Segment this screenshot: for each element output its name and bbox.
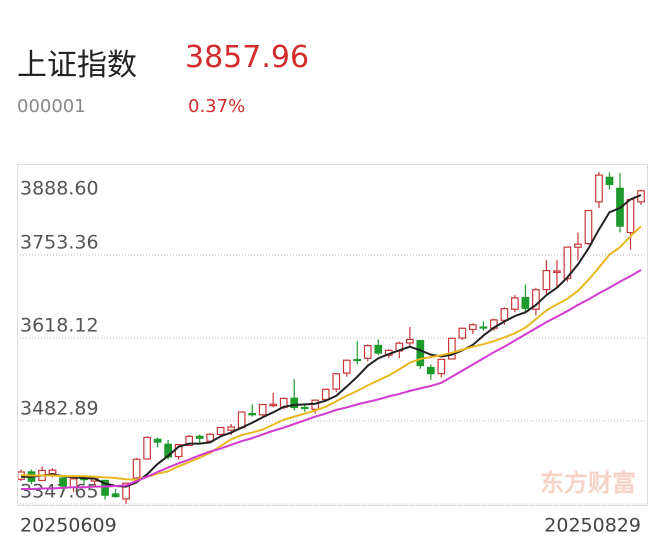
candle-body bbox=[437, 358, 446, 375]
candle-body bbox=[59, 477, 67, 487]
candle-body bbox=[153, 438, 162, 443]
candle-body bbox=[206, 433, 215, 442]
y-tick-label: 3618.12 bbox=[20, 315, 99, 337]
candle-body bbox=[363, 345, 372, 359]
x-tick-label: 20250829 bbox=[544, 515, 641, 537]
candle-body bbox=[447, 337, 456, 360]
candle-body bbox=[258, 403, 267, 416]
candle-body bbox=[574, 243, 582, 248]
candle-body bbox=[500, 308, 509, 321]
candle-body bbox=[122, 482, 130, 500]
candle-body bbox=[605, 176, 614, 185]
index-name: 上证指数 bbox=[17, 48, 137, 83]
index-price: 3857.96 bbox=[185, 40, 310, 75]
candle-body bbox=[584, 209, 593, 245]
candle-body bbox=[227, 426, 236, 431]
candle-body bbox=[479, 326, 488, 329]
y-tick-label: 3888.60 bbox=[20, 178, 99, 200]
candle-body bbox=[290, 397, 299, 409]
candle-body bbox=[332, 373, 341, 390]
watermark: 东方财富 bbox=[540, 469, 636, 497]
candle-body bbox=[426, 366, 435, 375]
ma-line bbox=[20, 225, 642, 481]
candle-body bbox=[521, 296, 530, 309]
candle-body bbox=[416, 339, 425, 367]
x-tick-label: 20250609 bbox=[20, 515, 117, 537]
index-change: 0.37% bbox=[188, 96, 246, 117]
ma-line bbox=[21, 269, 642, 491]
y-tick-label: 3753.36 bbox=[20, 232, 99, 254]
candle-body bbox=[374, 344, 383, 354]
chart-frame bbox=[17, 164, 648, 506]
candle-body bbox=[532, 289, 540, 310]
candle-body bbox=[542, 269, 551, 291]
candle-body bbox=[353, 358, 362, 362]
candle-body bbox=[101, 479, 109, 496]
candle-body bbox=[405, 338, 414, 344]
candle-body bbox=[321, 388, 330, 401]
candle-body bbox=[216, 426, 225, 436]
candle-body bbox=[342, 359, 351, 374]
ma-line bbox=[21, 194, 642, 488]
candle-body bbox=[469, 324, 477, 331]
candle-body bbox=[269, 403, 278, 407]
candle-body bbox=[111, 493, 120, 498]
candle-body bbox=[143, 436, 151, 460]
candle-body bbox=[195, 435, 204, 439]
candle-body bbox=[185, 435, 193, 447]
candle-body bbox=[132, 458, 141, 479]
y-tick-label: 3482.89 bbox=[20, 397, 99, 419]
candle-body bbox=[300, 406, 309, 410]
index-code: 000001 bbox=[17, 96, 86, 117]
candle-body bbox=[511, 297, 519, 310]
candle-body bbox=[553, 270, 561, 274]
y-tick-label: 3347.65 bbox=[20, 481, 99, 503]
candle-body bbox=[595, 174, 603, 203]
candle-body bbox=[248, 412, 257, 416]
candle-body bbox=[458, 327, 467, 339]
